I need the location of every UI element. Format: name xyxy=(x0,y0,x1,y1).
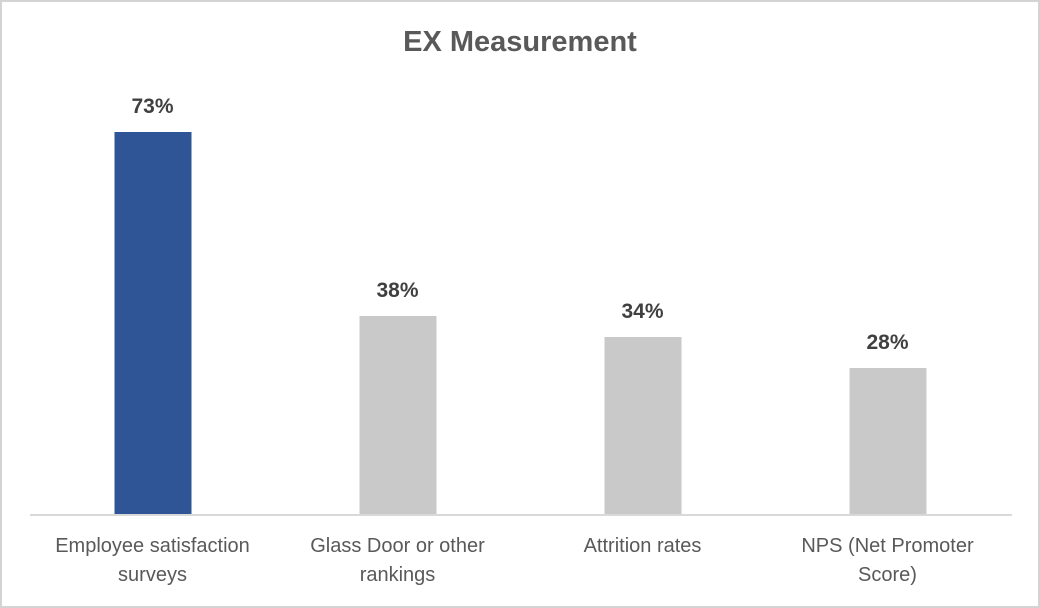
category-label: Glass Door or other rankings xyxy=(310,535,485,586)
chart-title: EX Measurement xyxy=(403,26,637,58)
x-axis-labels: Employee satisfaction surveys Glass Door … xyxy=(30,532,1010,590)
x-axis-line xyxy=(30,514,1012,516)
bar-value-label: 38% xyxy=(376,279,419,302)
category-label: Employee satisfaction surveys xyxy=(55,535,250,586)
bar xyxy=(849,368,926,515)
bar-slot: 28% xyxy=(765,72,1010,515)
bar-value-label: 34% xyxy=(621,300,664,323)
bar-value-label: 28% xyxy=(866,331,909,354)
bar-slot: 34% xyxy=(520,72,765,515)
bar-slot: 38% xyxy=(275,72,520,515)
plot-area: 73% 38% 34% 28% xyxy=(30,72,1010,515)
category-label: NPS (Net Promoter Score) xyxy=(801,535,974,586)
bar xyxy=(604,337,681,515)
bar xyxy=(359,316,436,515)
bar xyxy=(114,132,191,515)
category-label: Attrition rates xyxy=(583,535,702,557)
bar-value-label: 73% xyxy=(131,95,174,118)
bar-slot: 73% xyxy=(30,72,275,515)
